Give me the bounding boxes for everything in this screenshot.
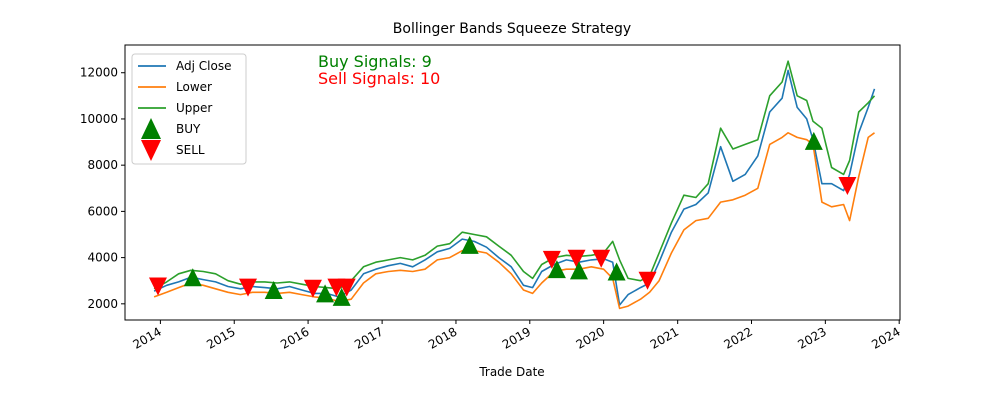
- series-line-adj-close: [153, 69, 876, 306]
- buy-signal-marker: [607, 262, 626, 281]
- x-tick-label: 2024: [869, 324, 902, 351]
- legend-label: Adj Close: [176, 59, 231, 73]
- y-tick-label: 4000: [87, 251, 118, 265]
- sell-signal-marker: [592, 249, 611, 268]
- sell-signal-marker: [638, 271, 657, 290]
- sell-signal-marker: [337, 278, 356, 297]
- x-tick-label: 2022: [722, 324, 755, 351]
- sell-signal-marker: [148, 277, 167, 296]
- sell-signal-marker: [303, 279, 322, 298]
- buy-signal-marker: [460, 235, 479, 254]
- series-line-upper: [153, 60, 876, 290]
- series-line-lower: [153, 132, 875, 310]
- legend: Adj Close Lower Upper BUY SELL: [131, 53, 247, 165]
- x-axis-label: Trade Date: [478, 365, 544, 379]
- y-tick-label: 6000: [87, 204, 118, 218]
- buy-signal-marker: [804, 131, 823, 150]
- y-tick-label: 12000: [80, 66, 118, 80]
- x-tick-label: 2014: [130, 324, 163, 351]
- sell-signal-marker: [542, 250, 561, 269]
- buy-signal-marker: [569, 261, 588, 280]
- signal-layer: [148, 131, 857, 306]
- series-layer: [153, 60, 876, 310]
- plot-frame: [124, 44, 901, 321]
- buy-signal-marker: [264, 280, 283, 299]
- legend-swatch-buy: [141, 118, 161, 139]
- legend-label: Upper: [176, 101, 212, 115]
- legend-swatch-sell: [141, 140, 161, 161]
- x-tick-label: 2016: [278, 324, 311, 351]
- y-tick-label: 8000: [87, 158, 118, 172]
- legend-box: [131, 53, 247, 165]
- x-axis: 2014 2015 2016 2017 2018 2019 2020 2021 2022 2023…: [130, 320, 903, 352]
- buy-signal-marker: [332, 287, 351, 306]
- x-tick-label: 2018: [426, 324, 459, 351]
- buy-signal-marker: [183, 268, 202, 287]
- sell-signal-marker: [838, 176, 857, 195]
- sell-signal-count: Sell Signals: 10: [318, 69, 440, 88]
- legend-label: BUY: [176, 122, 201, 136]
- x-tick-label: 2020: [574, 324, 607, 351]
- chart-title: Bollinger Bands Squeeze Strategy: [393, 21, 631, 37]
- buy-signal-marker: [547, 260, 566, 279]
- sell-signal-marker: [567, 249, 586, 268]
- legend-label: Lower: [176, 80, 212, 94]
- legend-label: SELL: [176, 143, 205, 157]
- sell-signal-marker: [238, 278, 257, 297]
- y-tick-label: 2000: [87, 297, 118, 311]
- x-tick-label: 2023: [795, 324, 828, 351]
- x-tick-label: 2021: [648, 324, 681, 351]
- buy-signal-marker: [316, 284, 335, 303]
- y-axis: 2000 4000 6000 8000 10000 12000: [80, 66, 125, 311]
- x-tick-label: 2017: [352, 324, 385, 351]
- y-tick-label: 10000: [80, 112, 118, 126]
- x-tick-label: 2015: [204, 324, 237, 351]
- buy-signal-count: Buy Signals: 9: [318, 52, 432, 71]
- x-tick-label: 2019: [500, 324, 533, 351]
